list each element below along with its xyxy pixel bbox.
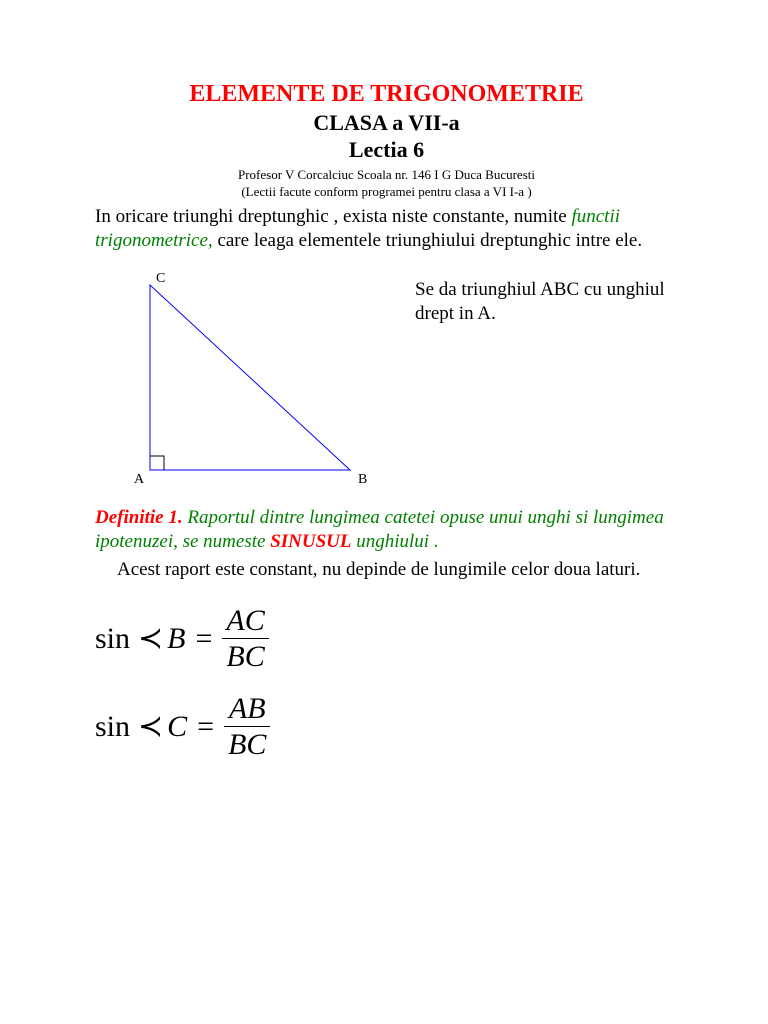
equals-sign: = — [197, 710, 214, 744]
intro-paragraph: In oricare triunghi dreptunghic , exista… — [95, 205, 678, 253]
author-block: Profesor V Corcalciuc Scoala nr. 146 I G… — [95, 166, 678, 201]
fraction-denominator: BC — [224, 729, 270, 761]
formula-angle: C — [167, 710, 187, 744]
formula-func: sin — [95, 622, 130, 656]
intro-part1: In oricare triunghi dreptunghic , exista… — [95, 206, 571, 227]
formula-row: sin≺C = AB BC — [95, 692, 678, 762]
figure-row: A B C Se da triunghiul ABC cu unghiul dr… — [95, 270, 678, 490]
note-paragraph: Acest raport este constant, nu depinde d… — [95, 558, 678, 582]
author-line-1: Profesor V Corcalciuc Scoala nr. 146 I G… — [238, 167, 535, 182]
fraction-numerator: AB — [225, 693, 270, 725]
title-line-3: Lectia 6 — [95, 136, 678, 164]
triangle-svg — [95, 270, 395, 490]
title-line-2: CLASA a VII-a — [95, 109, 678, 137]
title-line-1: ELEMENTE DE TRIGONOMETRIE — [95, 80, 678, 109]
formula-fraction: AC BC — [222, 605, 268, 673]
vertex-label-a: A — [134, 472, 144, 488]
document-page: ELEMENTE DE TRIGONOMETRIE CLASA a VII-a … — [0, 0, 768, 762]
definition-paragraph: Definitie 1. Raportul dintre lungimea ca… — [95, 506, 678, 554]
equals-sign: = — [195, 622, 212, 656]
fraction-denominator: BC — [222, 641, 268, 673]
triangle-figure: A B C — [95, 270, 395, 490]
formula-fraction: AB BC — [224, 693, 270, 761]
note-text: Acest raport este constant, nu depinde d… — [117, 559, 640, 580]
definition-text-2: unghiului . — [352, 531, 439, 552]
figure-side-text: Se da triunghiul ABC cu unghiul drept in… — [395, 270, 678, 490]
fraction-numerator: AC — [222, 605, 268, 637]
angle-symbol: ≺ — [138, 621, 163, 656]
vertex-label-c: C — [156, 271, 165, 287]
vertex-label-b: B — [358, 472, 367, 488]
formula-func: sin — [95, 710, 130, 744]
formula-angle: B — [167, 622, 185, 656]
formula-row: sin≺B = AC BC — [95, 604, 678, 674]
definition-sinus: SINUSUL — [270, 531, 351, 552]
angle-symbol: ≺ — [138, 709, 163, 744]
intro-part2: care leaga elementele triunghiului drept… — [213, 230, 642, 251]
definition-label: Definitie 1. — [95, 507, 183, 528]
author-line-2: (Lectii facute conform programei pentru … — [241, 184, 531, 199]
formula-block: sin≺B=ACBCsin≺C=ABBC — [95, 604, 678, 762]
